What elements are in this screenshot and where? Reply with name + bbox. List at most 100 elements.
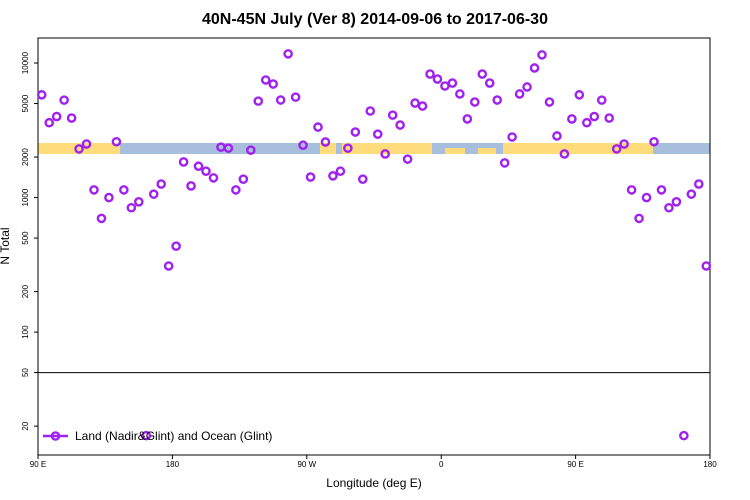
legend-label: Land (Nadir&Glint) and Ocean (Glint) xyxy=(75,429,272,443)
point xyxy=(171,241,181,251)
point xyxy=(626,185,637,195)
point xyxy=(104,192,114,203)
x-tick-label: 90 E xyxy=(30,460,46,469)
point xyxy=(544,97,555,107)
point xyxy=(664,202,674,213)
series xyxy=(36,49,712,441)
point xyxy=(66,113,77,123)
y-tick-label: 200 xyxy=(21,284,30,298)
point xyxy=(156,179,166,189)
y-tick-label: 20 xyxy=(21,421,30,430)
point xyxy=(59,95,69,105)
x-tick-label: 0 xyxy=(439,460,444,469)
point xyxy=(686,189,697,199)
point xyxy=(89,185,99,195)
y-tick-label: 100 xyxy=(21,325,30,339)
point xyxy=(328,171,338,181)
land-band xyxy=(503,143,653,154)
point xyxy=(119,185,129,195)
point xyxy=(44,117,55,128)
point xyxy=(343,143,353,153)
point xyxy=(522,82,532,92)
point xyxy=(290,92,301,102)
point xyxy=(335,166,346,177)
point xyxy=(36,90,47,100)
point xyxy=(582,117,592,128)
land-band xyxy=(320,143,336,154)
point xyxy=(387,110,398,120)
point xyxy=(402,154,413,164)
point xyxy=(574,90,585,100)
point xyxy=(380,149,391,159)
point xyxy=(529,63,540,73)
x-tick-label: 90 W xyxy=(297,460,316,469)
point xyxy=(193,161,204,172)
point xyxy=(619,139,629,149)
point xyxy=(208,173,219,183)
x-tick-label: 180 xyxy=(703,460,717,469)
point xyxy=(148,189,159,199)
point xyxy=(96,213,107,224)
point xyxy=(552,131,562,141)
y-tick-label: 2000 xyxy=(21,148,30,166)
point xyxy=(567,114,577,124)
point xyxy=(417,101,428,111)
y-tick-label: 50 xyxy=(21,368,30,377)
y-axis-label: N Total xyxy=(0,227,12,264)
point xyxy=(320,137,331,147)
point xyxy=(186,181,196,191)
point xyxy=(634,213,644,224)
point xyxy=(596,95,607,105)
point xyxy=(305,172,316,182)
point xyxy=(350,127,361,137)
point xyxy=(357,174,368,184)
point xyxy=(268,79,279,89)
point xyxy=(514,89,525,99)
point xyxy=(283,49,293,59)
point xyxy=(245,145,256,155)
point xyxy=(537,50,547,60)
point xyxy=(469,97,480,107)
point xyxy=(395,120,405,130)
y-tick-label: 1000 xyxy=(21,188,30,206)
point xyxy=(111,136,122,147)
point xyxy=(141,430,152,441)
point xyxy=(492,95,503,105)
point xyxy=(260,75,271,85)
land-band xyxy=(38,143,120,154)
land-band xyxy=(478,148,496,154)
legend-marker xyxy=(50,431,61,441)
point xyxy=(604,113,615,123)
point xyxy=(163,261,174,271)
point xyxy=(253,96,264,106)
land-band xyxy=(342,143,432,154)
x-tick-label: 90 E xyxy=(567,460,583,469)
land-ocean-band xyxy=(38,143,710,154)
x-tick-label: 180 xyxy=(166,460,180,469)
point xyxy=(133,197,144,207)
point xyxy=(484,78,495,88)
point xyxy=(201,166,211,177)
point xyxy=(462,114,473,124)
point xyxy=(410,98,420,108)
point xyxy=(51,111,62,122)
point xyxy=(231,185,241,195)
point xyxy=(313,122,323,132)
chart-title: 40N-45N July (Ver 8) 2014-09-06 to 2017-… xyxy=(202,11,548,28)
point xyxy=(425,69,435,79)
point xyxy=(275,95,286,105)
point xyxy=(499,158,510,168)
point xyxy=(507,132,517,142)
point xyxy=(432,74,443,84)
point xyxy=(455,89,465,99)
point xyxy=(589,111,600,122)
point xyxy=(447,78,458,88)
point xyxy=(679,430,689,441)
point xyxy=(694,179,704,189)
y-tick-label: 500 xyxy=(21,231,30,245)
legend: Land (Nadir&Glint) and Ocean (Glint) xyxy=(43,429,272,443)
point xyxy=(701,261,712,271)
point xyxy=(649,136,659,147)
